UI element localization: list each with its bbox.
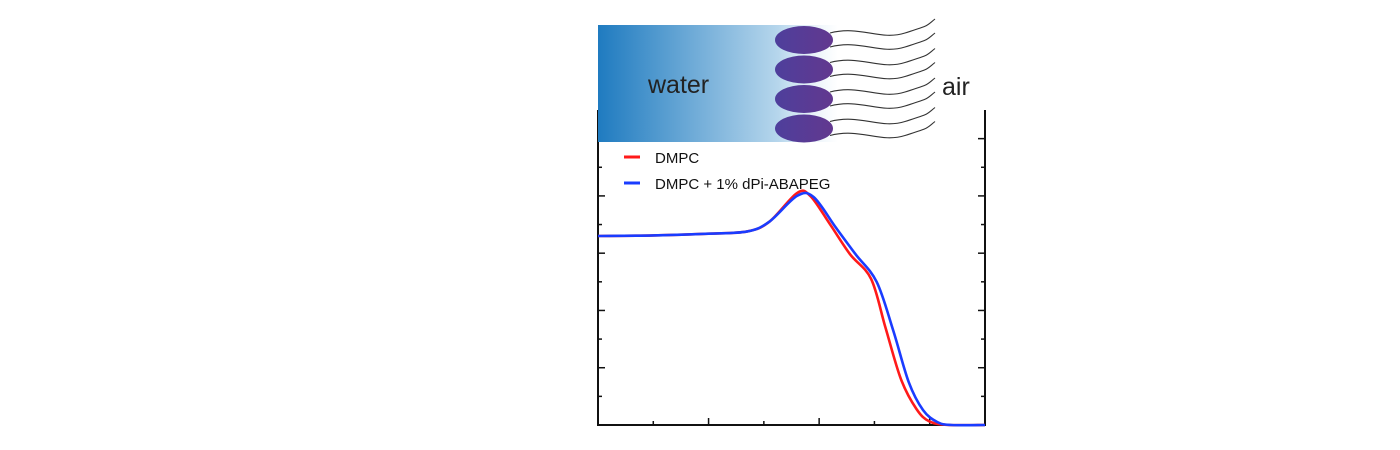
legend-label-dmpc-peg: DMPC + 1% dPi-ABAPEG [655,176,830,193]
lipid-tail [829,107,936,125]
lipid-tail [829,121,936,139]
lipid-headgroups [775,26,833,143]
legend-label-dmpc: DMPC [655,150,699,167]
lipid-tail [829,48,936,66]
plot-axes [597,110,986,426]
lipid-tails [829,18,936,139]
lipid-headgroup [775,85,833,113]
lipid-tail [829,77,936,95]
lipid-tail [829,18,936,36]
lipid-tail [829,91,936,109]
axis-frame [597,110,986,426]
legend: DMPC DMPC + 1% dPi-ABAPEG [624,150,830,193]
lipid-headgroup [775,55,833,84]
lipid-tail [829,32,936,50]
lipid-headgroup [775,26,833,54]
monolayer-diagram: water air [598,18,970,143]
air-label: air [942,73,970,101]
lipid-headgroup [775,114,833,143]
series-line-0 [597,189,986,427]
water-label: water [647,71,709,99]
series-line-1 [597,191,986,427]
plot-series [597,189,986,427]
lipid-tail [829,62,936,80]
